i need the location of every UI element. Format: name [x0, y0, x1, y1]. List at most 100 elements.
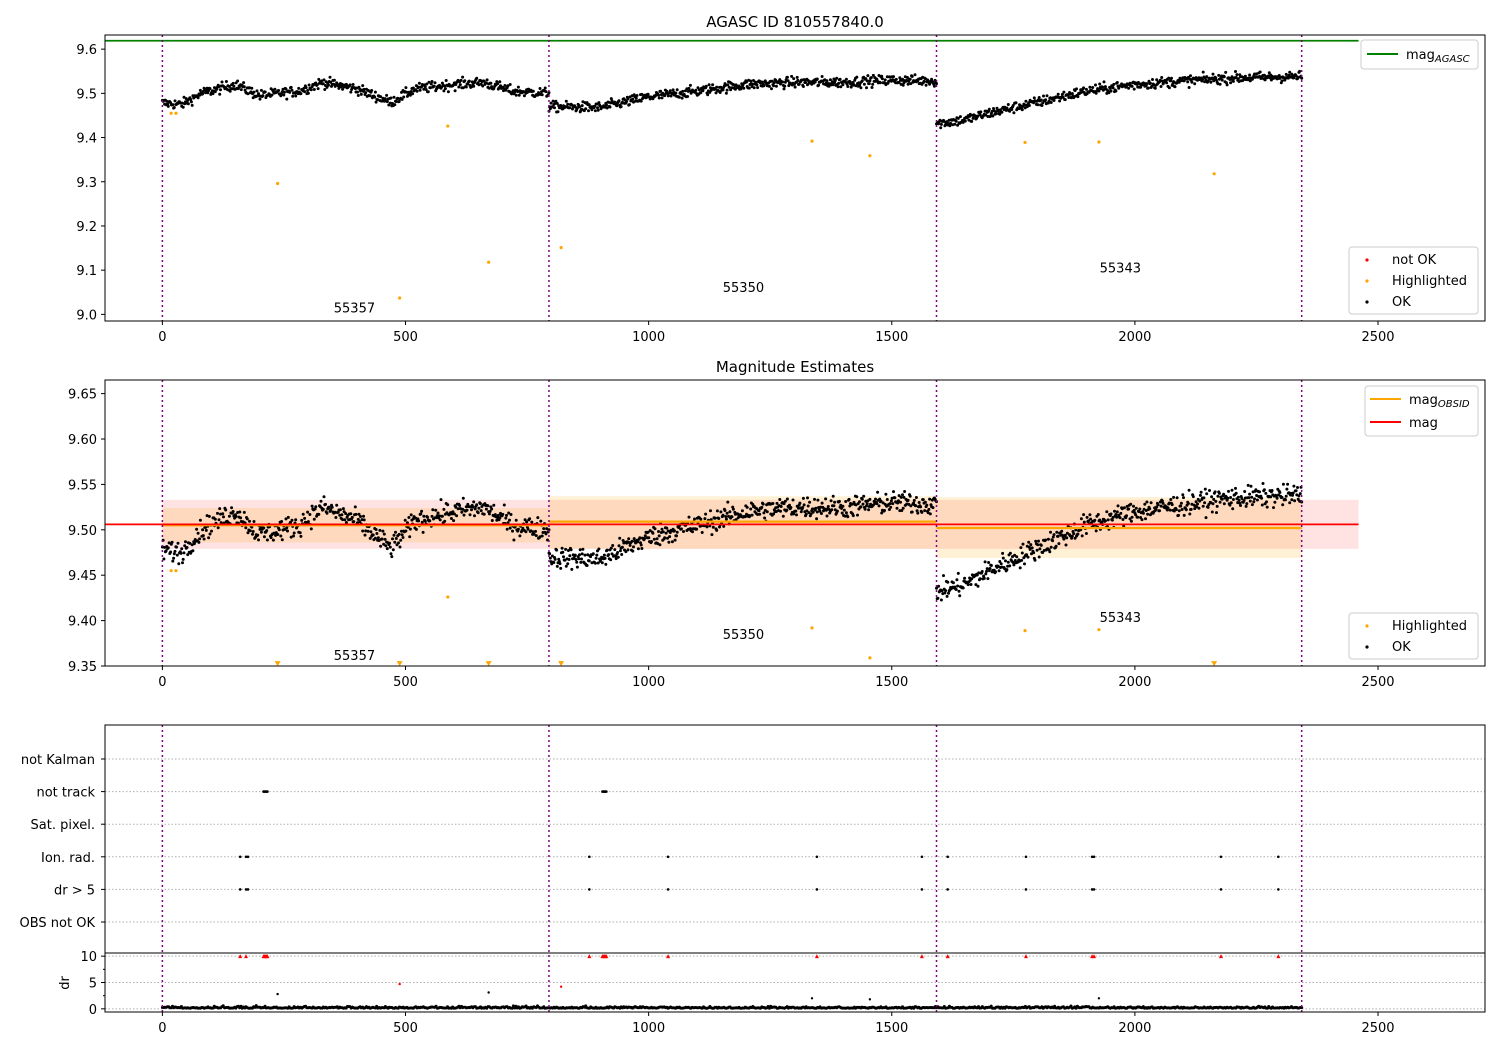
- ok-point: [699, 91, 703, 95]
- ok-point: [303, 90, 307, 94]
- ok-point: [954, 588, 958, 591]
- ok-point: [335, 503, 339, 507]
- ok-point: [172, 552, 176, 556]
- dr-tick-label: 5: [89, 977, 97, 992]
- ok-point: [379, 95, 383, 99]
- ok-point: [341, 518, 345, 522]
- ok-point: [898, 76, 902, 80]
- ok-point: [1108, 87, 1112, 90]
- ok-point: [1286, 482, 1290, 486]
- ok-point: [763, 516, 767, 520]
- ok-point: [1182, 513, 1186, 517]
- ok-point: [222, 515, 225, 519]
- ok-point: [1181, 493, 1185, 497]
- ok-point: [923, 509, 927, 513]
- ok-point: [400, 529, 403, 533]
- ok-point: [354, 512, 358, 516]
- ok-point: [166, 546, 170, 550]
- ok-point: [963, 119, 967, 123]
- ok-point: [1072, 532, 1076, 536]
- ok-point: [182, 95, 186, 99]
- ok-point: [1290, 72, 1294, 76]
- ok-point: [389, 96, 393, 100]
- highlighted-point: [1097, 140, 1101, 144]
- ok-point: [306, 91, 310, 95]
- ok-point: [631, 549, 635, 553]
- ok-point: [1236, 495, 1240, 499]
- dr-point: [1069, 1004, 1073, 1008]
- ok-point: [628, 543, 632, 547]
- ok-point: [1011, 561, 1015, 564]
- ok-point: [635, 94, 639, 97]
- ok-point: [1096, 513, 1100, 516]
- ok-point: [892, 75, 895, 79]
- dr-axis-label: dr: [58, 976, 73, 990]
- ok-point: [179, 551, 183, 555]
- ok-point: [394, 530, 397, 534]
- ok-point: [1145, 500, 1149, 504]
- ok-point: [219, 88, 222, 92]
- ok-point: [1170, 76, 1173, 80]
- ok-point: [1280, 79, 1284, 83]
- ok-point: [695, 527, 699, 531]
- ok-point: [836, 85, 840, 89]
- x-tick-label: 0: [158, 675, 166, 690]
- ok-point: [1234, 491, 1238, 495]
- ok-point: [376, 536, 380, 540]
- ok-point: [946, 580, 950, 584]
- ok-point: [971, 116, 975, 120]
- ok-point: [1201, 70, 1205, 74]
- ok-point: [428, 519, 432, 523]
- ok-point: [844, 77, 848, 81]
- ok-point: [1252, 500, 1256, 504]
- ok-point: [632, 545, 635, 549]
- ok-point: [281, 87, 285, 91]
- ok-point: [726, 500, 730, 504]
- ok-point: [1262, 488, 1266, 492]
- ok-point: [422, 87, 426, 91]
- ok-point: [501, 512, 505, 516]
- panel-magnitude-estimates: 55357 55350 55343 0 500 1000 1500 2000 2500 9.35…: [68, 379, 1486, 690]
- ok-point: [277, 89, 281, 92]
- ok-point: [725, 511, 729, 515]
- ok-point: [1249, 484, 1253, 488]
- ok-point: [213, 517, 217, 521]
- ok-point: [785, 75, 789, 79]
- ok-point: [316, 87, 320, 91]
- highlighted-point: [398, 296, 402, 300]
- ok-point: [1188, 512, 1192, 516]
- ok-point: [650, 540, 654, 543]
- ok-point: [1058, 99, 1062, 103]
- flag-point: [946, 888, 949, 891]
- ok-point: [252, 520, 256, 523]
- ok-point: [1008, 564, 1012, 568]
- ok-point: [826, 505, 830, 508]
- ok-point: [1238, 501, 1242, 505]
- ok-point: [1205, 75, 1209, 79]
- ok-point: [382, 542, 386, 546]
- ok-point: [1029, 543, 1033, 547]
- ok-point: [1285, 487, 1289, 491]
- x-tick-label: 2000: [1118, 330, 1151, 345]
- ok-point: [1158, 509, 1161, 513]
- ok-point: [1170, 503, 1174, 507]
- ok-point: [906, 498, 910, 502]
- ok-point: [534, 534, 538, 538]
- ok-point: [880, 77, 884, 81]
- ok-point: [1201, 504, 1205, 508]
- ok-point: [711, 83, 715, 87]
- ok-point: [1025, 553, 1029, 557]
- ok-point: [242, 510, 246, 514]
- ok-point: [337, 86, 341, 90]
- ok-point: [262, 526, 266, 530]
- ok-point: [1130, 515, 1134, 519]
- ok-point: [956, 571, 960, 575]
- ok-point: [728, 510, 732, 514]
- ok-point: [231, 81, 235, 85]
- highlighted-point: [1212, 172, 1216, 176]
- ok-point: [1201, 77, 1204, 81]
- highlighted-point: [276, 181, 280, 186]
- ok-point: [473, 507, 477, 511]
- ok-point: [758, 512, 762, 516]
- ok-point: [370, 89, 374, 92]
